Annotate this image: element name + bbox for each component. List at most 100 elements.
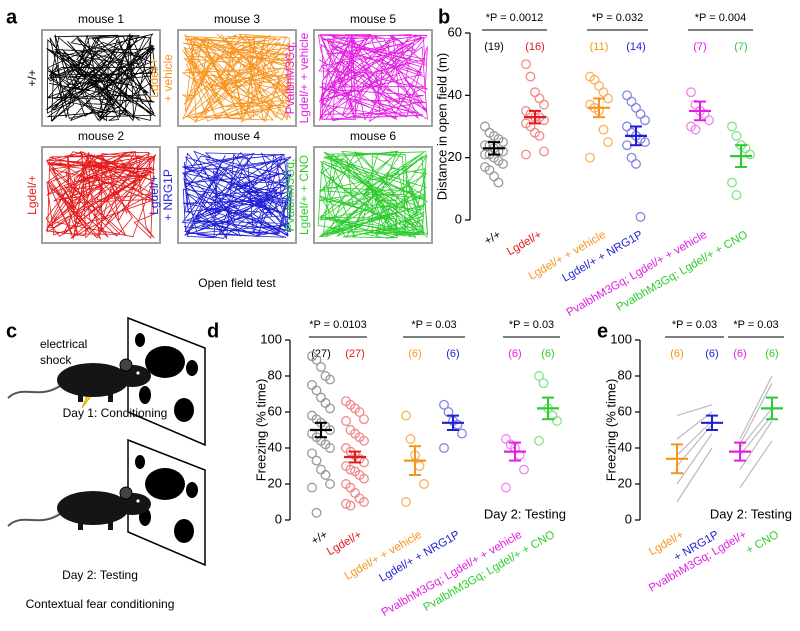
data-point [539,99,549,110]
n-label: (7) [693,41,706,53]
mouse-name: mouse 2 [78,129,124,143]
data-point [525,71,536,82]
paired-line [676,447,713,503]
data-point [538,378,549,389]
y-tick-label: 80 [618,367,632,382]
caption: Contextual fear conditioning [26,597,175,611]
arena [313,29,433,127]
mouse-name: mouse 4 [214,129,260,143]
trace [181,33,294,123]
data-point [401,410,411,421]
x-tick-label: Lgdel/+ [325,529,364,559]
group-label: + NRG1P [161,169,175,221]
data-point [498,146,508,157]
trace [45,32,157,122]
p-value: *P = 0.03 [733,319,778,331]
p-value: *P = 0.03 [672,319,717,331]
day2-label: Day 2: Testing [62,568,138,582]
y-tick-label: 0 [625,511,632,526]
data-point [359,435,369,446]
data-point [534,371,544,381]
data-point [316,392,326,403]
data-point [457,428,467,439]
data-point [731,190,742,201]
y-tick-label: 0 [275,511,282,526]
open-field-title: Open field test [198,276,276,290]
data-point [307,448,317,459]
mouse-illustration [136,371,140,375]
panel-label: d [207,320,219,342]
data-point [307,482,317,493]
data-point [727,121,737,132]
data-point [626,152,637,163]
p-value: *P = 0.004 [695,12,746,24]
paired-line [676,420,713,456]
n-label: (6) [408,348,421,360]
p-value: *P = 0.0103 [309,319,367,331]
mouse-illustration [108,393,113,402]
n-label: (6) [508,348,521,360]
y-tick-label: 0 [455,211,462,226]
data-point [585,152,595,163]
data-point [401,497,411,507]
n-label: (16) [525,41,545,53]
paired-line [676,433,713,485]
data-point [686,87,696,98]
mouse-name: mouse 1 [78,12,124,26]
data-point [594,81,604,91]
data-point [552,416,562,426]
shock-label: shock [40,353,72,367]
data-point [519,464,529,475]
data-point [603,137,613,148]
y-tick-label: 40 [618,439,632,454]
y-tick-label: 80 [268,367,282,382]
data-point [534,93,545,104]
annotation: Day 2: Testing [484,506,566,521]
paired-line [739,440,773,488]
y-tick-label: 60 [268,403,282,418]
data-point [359,414,369,425]
y-axis-label: Freezing (% time) [253,379,268,482]
y-tick-label: 40 [448,87,462,102]
data-point [480,121,490,132]
paired-line [676,404,713,417]
arena [313,146,433,244]
group-label: PvalbhM3Gq; [283,42,297,115]
n-label: (6) [733,348,746,360]
data-point [489,171,499,182]
y-tick-label: 100 [260,331,282,346]
data-point [635,211,646,222]
group-label: Lgdel/+ + vehicle [297,32,311,123]
trace [317,33,428,123]
data-point [480,140,490,151]
data-point [316,464,326,475]
mouse-illustration [7,513,61,527]
p-value: *P = 0.03 [509,319,554,331]
data-point [530,87,540,98]
x-tick-label: Lgdel/+ [505,229,544,259]
data-point [320,398,331,408]
data-point [539,146,549,157]
paired-line [739,408,773,449]
data-point [307,380,317,390]
n-label: (6) [446,348,459,360]
data-point [325,403,335,414]
data-point [498,158,508,169]
data-point [640,115,650,126]
data-point [439,443,449,453]
data-point [521,59,531,70]
data-point [727,177,737,188]
y-tick-label: 20 [268,475,282,490]
trace [181,150,293,240]
data-point [690,124,701,135]
data-point [640,137,650,148]
mouse-name: mouse 3 [214,12,260,26]
group-label: Lgdel/+ + CNO [297,155,311,235]
data-point [631,158,641,169]
y-tick-label: 20 [448,149,462,164]
x-tick-label: +/+ [310,529,331,548]
annotation: Day 2: Testing [710,506,792,521]
arena [41,146,161,244]
n-label: (11) [590,41,609,53]
data-point [354,407,365,417]
